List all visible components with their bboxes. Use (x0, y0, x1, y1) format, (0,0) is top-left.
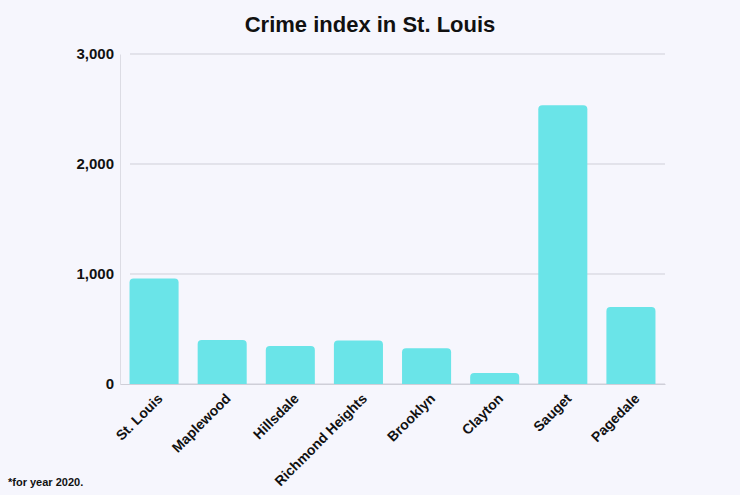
x-tick-label: Hillsdale (250, 390, 302, 442)
chart-container: Crime index in St. Louis 0 1,000 2,000 3,000… (0, 0, 740, 495)
footnote: *for year 2020. (8, 476, 83, 488)
bar (266, 346, 315, 384)
x-tick-label: St. Louis (113, 390, 166, 443)
y-tick: 1,000 (76, 265, 120, 282)
x-tick: Hillsdale (250, 384, 302, 442)
bar (130, 278, 179, 384)
y-tick: 0 (106, 375, 120, 392)
y-tick-label: 3,000 (76, 45, 114, 62)
bar (538, 105, 587, 384)
x-tick-label: Sauget (530, 390, 575, 435)
bar (334, 341, 383, 384)
x-axis: St. LouisMaplewood HillsdaleRichmond Heig… (113, 384, 666, 489)
x-tick: Brooklyn (384, 384, 438, 444)
x-axis-line (121, 384, 666, 385)
x-tick: Richmond Heights (271, 384, 370, 489)
y-tick-label: 0 (106, 375, 114, 392)
bar (402, 348, 451, 384)
y-tick: 2,000 (76, 155, 120, 172)
bar (470, 373, 519, 384)
chart-svg: Crime index in St. Louis 0 1,000 2,000 3,000… (0, 0, 740, 495)
chart-title: Crime index in St. Louis (245, 12, 496, 37)
y-tick: 3,000 (76, 45, 120, 62)
x-tick-label: Richmond Heights (271, 390, 370, 489)
y-tick-label: 2,000 (76, 155, 114, 172)
grid-line (130, 54, 665, 55)
bars (130, 105, 656, 384)
background (0, 0, 740, 495)
x-tick-label: Clayton (459, 390, 507, 438)
y-tick-label: 1,000 (76, 265, 114, 282)
x-tick-label: Brooklyn (384, 390, 438, 444)
x-tick: Clayton (459, 384, 507, 438)
bar (606, 307, 655, 384)
bar (198, 340, 247, 384)
x-tick-label: Maplewood (169, 390, 234, 455)
grid (130, 54, 665, 384)
x-tick-label: Pagedale (588, 390, 643, 445)
x-tick: Maplewood (169, 384, 234, 455)
x-tick: St. Louis (113, 384, 166, 443)
y-axis: 0 1,000 2,000 3,000 (76, 45, 120, 392)
y-axis-line (120, 55, 121, 385)
x-tick: Sauget (530, 384, 575, 435)
x-tick: Pagedale (588, 384, 643, 445)
